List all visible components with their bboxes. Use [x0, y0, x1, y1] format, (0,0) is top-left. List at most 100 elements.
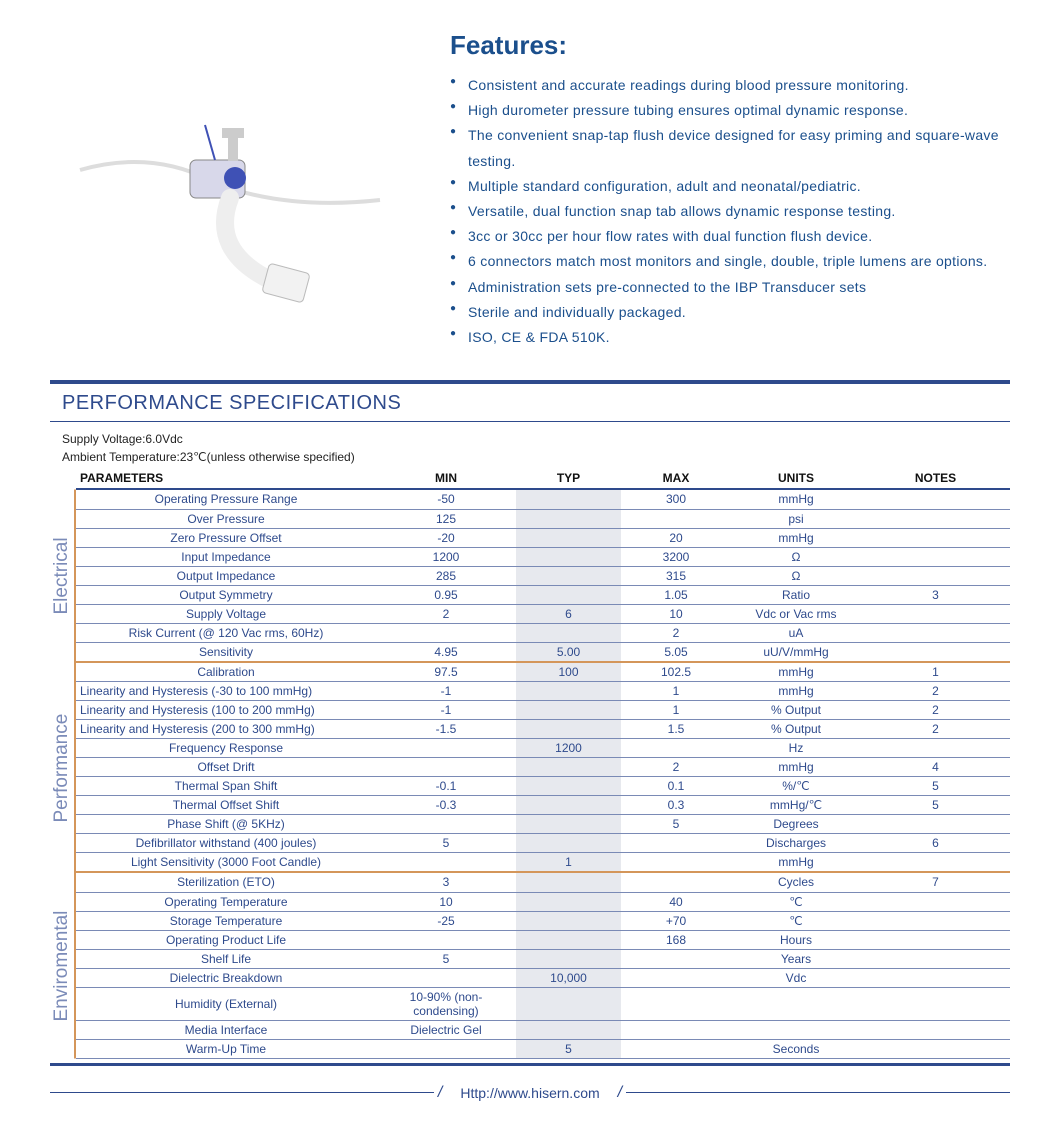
table-cell: [516, 490, 621, 509]
table-cell: Linearity and Hysteresis (200 to 300 mmH…: [76, 720, 376, 739]
table-cell: [861, 853, 1010, 873]
table-row: Operating Temperature1040℃: [76, 892, 1010, 911]
footer-line-left: [50, 1092, 434, 1093]
table-cell: Operating Temperature: [76, 892, 376, 911]
table-cell: Ratio: [731, 585, 861, 604]
top-section: Features: Consistent and accurate readin…: [50, 30, 1010, 350]
spec-section-table: Sterilization (ETO)3Cycles7Operating Tem…: [76, 873, 1010, 1059]
table-row: Warm-Up Time5Seconds: [76, 1039, 1010, 1058]
table-cell: Cycles: [731, 873, 861, 892]
table-cell: -0.1: [376, 777, 516, 796]
footer: / Http://www.hisern.com /: [50, 1084, 1010, 1102]
table-row: Storage Temperature-25+70℃: [76, 911, 1010, 930]
table-cell: 0.1: [621, 777, 731, 796]
table-cell: [861, 911, 1010, 930]
table-cell: Thermal Span Shift: [76, 777, 376, 796]
table-row: Output Symmetry0.951.05Ratio3: [76, 585, 1010, 604]
table-cell: uU/V/mmHg: [731, 642, 861, 662]
table-cell: [376, 758, 516, 777]
table-cell: [516, 1020, 621, 1039]
table-cell: [861, 642, 1010, 662]
table-cell: Discharges: [731, 834, 861, 853]
table-cell: 285: [376, 566, 516, 585]
table-cell: Hz: [731, 739, 861, 758]
table-cell: Input Impedance: [76, 547, 376, 566]
table-cell: [861, 528, 1010, 547]
table-cell: 2: [376, 604, 516, 623]
feature-item: Consistent and accurate readings during …: [450, 73, 1010, 98]
table-cell: [376, 815, 516, 834]
table-cell: 10-90% (non-condensing): [376, 987, 516, 1020]
col-min: MIN: [376, 468, 516, 489]
table-cell: 125: [376, 509, 516, 528]
table-cell: [516, 682, 621, 701]
table-cell: mmHg: [731, 490, 861, 509]
table-cell: [376, 623, 516, 642]
table-cell: [861, 1039, 1010, 1058]
table-row: Supply Voltage2610Vdc or Vac rms: [76, 604, 1010, 623]
table-cell: [516, 547, 621, 566]
table-cell: 2: [861, 720, 1010, 739]
table-cell: [861, 930, 1010, 949]
table-cell: 5: [516, 1039, 621, 1058]
table-row: Thermal Span Shift-0.10.1%/℃5: [76, 777, 1010, 796]
table-row: Thermal Offset Shift-0.30.3mmHg/℃5: [76, 796, 1010, 815]
table-cell: [376, 1039, 516, 1058]
table-cell: [861, 987, 1010, 1020]
table-cell: Thermal Offset Shift: [76, 796, 376, 815]
table-cell: 0.95: [376, 585, 516, 604]
table-cell: Frequency Response: [76, 739, 376, 758]
table-cell: Hours: [731, 930, 861, 949]
table-row: Media InterfaceDielectric Gel: [76, 1020, 1010, 1039]
table-cell: Warm-Up Time: [76, 1039, 376, 1058]
table-cell: Degrees: [731, 815, 861, 834]
product-illustration: [70, 50, 390, 310]
footer-slash-left: /: [434, 1084, 446, 1102]
table-cell: [516, 873, 621, 892]
table-cell: [621, 873, 731, 892]
col-typ: TYP: [516, 468, 621, 489]
table-cell: Calibration: [76, 663, 376, 682]
table-cell: Light Sensitivity (3000 Foot Candle): [76, 853, 376, 873]
table-cell: 4.95: [376, 642, 516, 662]
features-list: Consistent and accurate readings during …: [450, 73, 1010, 350]
table-cell: [376, 968, 516, 987]
table-cell: [516, 566, 621, 585]
table-cell: 1: [621, 682, 731, 701]
table-cell: 315: [621, 566, 731, 585]
table-cell: psi: [731, 509, 861, 528]
table-cell: 2: [861, 682, 1010, 701]
feature-item: 6 connectors match most monitors and sin…: [450, 249, 1010, 274]
table-row: Linearity and Hysteresis (100 to 200 mmH…: [76, 701, 1010, 720]
table-row: Over Pressure125 psi: [76, 509, 1010, 528]
feature-item: High durometer pressure tubing ensures o…: [450, 98, 1010, 123]
table-cell: [861, 892, 1010, 911]
spec-header-table: PARAMETERS MIN TYP MAX UNITS NOTES: [76, 468, 1010, 490]
table-cell: [861, 1020, 1010, 1039]
spec-section: PerformanceCalibration97.5100102.5mmHg1L…: [50, 663, 1010, 874]
spec-title: PERFORMANCE SPECIFICATIONS: [50, 384, 1010, 422]
table-cell: Output Impedance: [76, 566, 376, 585]
table-cell: [621, 834, 731, 853]
table-cell: mmHg: [731, 853, 861, 873]
table-cell: Over Pressure: [76, 509, 376, 528]
feature-item: 3cc or 30cc per hour flow rates with dua…: [450, 224, 1010, 249]
table-row: Calibration97.5100102.5mmHg1: [76, 663, 1010, 682]
table-cell: [861, 968, 1010, 987]
table-cell: Ω: [731, 547, 861, 566]
table-cell: 100: [516, 663, 621, 682]
table-cell: [516, 623, 621, 642]
table-cell: [516, 796, 621, 815]
table-cell: Offset Drift: [76, 758, 376, 777]
spec-conditions: Supply Voltage:6.0Vdc Ambient Temperatur…: [50, 422, 1010, 468]
spec-section: EnviromentalSterilization (ETO)3Cycles7O…: [50, 873, 1010, 1059]
table-cell: Sensitivity: [76, 642, 376, 662]
table-cell: mmHg: [731, 682, 861, 701]
table-cell: 3200: [621, 547, 731, 566]
feature-item: ISO, CE & FDA 510K.: [450, 325, 1010, 350]
table-cell: 6: [861, 834, 1010, 853]
table-cell: Media Interface: [76, 1020, 376, 1039]
table-cell: [516, 834, 621, 853]
table-cell: Linearity and Hysteresis (100 to 200 mmH…: [76, 701, 376, 720]
table-cell: 10: [621, 604, 731, 623]
